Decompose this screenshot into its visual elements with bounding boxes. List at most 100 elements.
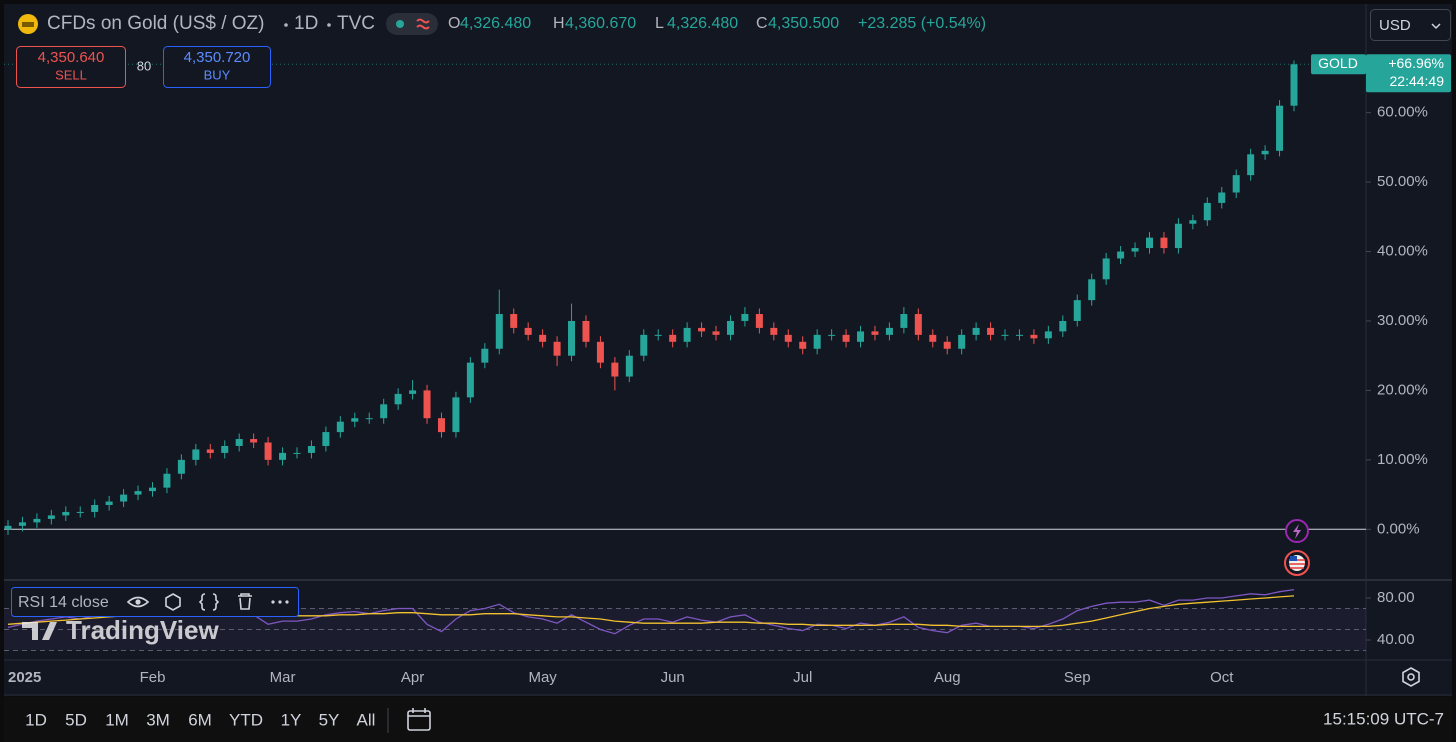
y-tick-label: 50.00% — [1377, 173, 1428, 190]
candle-body — [235, 439, 243, 446]
timeframe-button[interactable]: 1Y — [281, 710, 302, 729]
candle-body — [1290, 64, 1298, 106]
more-dot[interactable] — [271, 600, 275, 604]
candle-body — [1203, 202, 1211, 221]
candle-body — [452, 397, 460, 433]
indicator-title: RSI 14 close — [18, 594, 109, 611]
candle-body — [871, 331, 879, 335]
timeframe-button[interactable]: 1M — [105, 710, 129, 729]
ohlc-value: 4,326.480 — [667, 15, 738, 32]
status-pill[interactable] — [386, 13, 438, 35]
indicator-legend[interactable] — [11, 587, 299, 617]
x-tick-label: 2025 — [8, 669, 41, 686]
eye-icon[interactable] — [126, 596, 150, 608]
clock[interactable]: 15:15:09 UTC-7 — [1323, 709, 1444, 728]
candle-body — [437, 418, 445, 433]
sell-label: SELL — [55, 67, 87, 82]
candle-body — [755, 314, 763, 328]
candle-body — [1276, 105, 1284, 151]
separator-dot — [284, 23, 288, 27]
timeframe-button[interactable]: All — [357, 710, 376, 729]
candle-body — [698, 327, 706, 332]
candle-body — [1117, 251, 1125, 259]
candle-body — [900, 314, 908, 328]
candle-body — [1146, 237, 1154, 249]
delete-icon[interactable] — [238, 593, 252, 610]
y-tick-label: 40.00 — [1377, 631, 1415, 648]
interval[interactable]: 1D — [294, 13, 318, 34]
source-code-icon[interactable] — [198, 593, 220, 611]
more-dot[interactable] — [285, 600, 289, 604]
candle-body — [1015, 334, 1023, 336]
candle-body — [177, 459, 185, 474]
candle-body — [250, 439, 258, 443]
last-price-label: +66.96% — [1388, 55, 1444, 71]
currency-select[interactable] — [1370, 9, 1451, 41]
source: TVC — [337, 13, 375, 34]
candle-body — [148, 487, 156, 492]
change: +23.285 (+0.54%) — [858, 15, 986, 32]
ohlc-value: 4,326.480 — [460, 15, 531, 32]
axis-settings[interactable] — [1402, 667, 1420, 687]
timeframes: 1D 5D 1M 3M 6M YTD 1Y 5Y All — [25, 710, 375, 729]
candle-body — [885, 327, 893, 335]
ohlc-letter: O — [448, 15, 460, 32]
symbol-name[interactable]: CFDs on Gold (US$ / OZ) — [47, 13, 265, 34]
calendar-lines — [408, 708, 430, 717]
candle-body — [683, 327, 691, 342]
candle-body — [1174, 223, 1182, 249]
candle-body — [625, 355, 633, 377]
candle-body — [1247, 154, 1255, 176]
candle-body — [799, 341, 807, 349]
candle-body — [568, 320, 576, 356]
candle-body — [134, 491, 142, 495]
timeframe-button[interactable]: YTD — [229, 710, 263, 729]
bottom-toolbar — [4, 697, 1452, 742]
settings-icon[interactable] — [165, 593, 181, 611]
candle-body — [293, 452, 301, 454]
candle-body — [1030, 334, 1038, 339]
candle-body — [163, 473, 171, 488]
candle-body — [481, 348, 489, 363]
bolt — [1293, 524, 1301, 539]
buy-button[interactable] — [163, 46, 271, 88]
flag-canton — [1290, 556, 1297, 561]
candle-body — [712, 331, 720, 335]
candle-body — [351, 418, 359, 422]
candle-body — [4, 525, 12, 530]
candle-body — [987, 327, 995, 335]
y-tick-label: 10.00% — [1377, 451, 1428, 468]
goto-date-icon[interactable] — [407, 710, 431, 731]
ohlc-letter: C — [756, 15, 768, 32]
timeframe-button[interactable]: 6M — [188, 710, 212, 729]
x-tick-label: Jul — [793, 669, 812, 686]
last-price-tag — [1366, 54, 1451, 93]
candle-body — [972, 327, 980, 335]
candle-body — [857, 331, 865, 342]
candle-body — [1059, 320, 1067, 332]
ohlc-value: 4,360.670 — [565, 15, 636, 32]
symbol-tag-text: GOLD — [1318, 55, 1358, 71]
x-tick-label: Apr — [401, 669, 424, 686]
candle-body — [423, 390, 431, 419]
timeframe-button[interactable]: 5D — [65, 710, 87, 729]
candle-body — [770, 327, 778, 335]
candle-body — [279, 452, 287, 460]
candle-body — [76, 511, 84, 513]
candle-body — [91, 505, 99, 512]
ohlc-letter: L — [655, 15, 664, 32]
timeframe-button[interactable]: 1D — [25, 710, 47, 729]
candle-body — [1001, 334, 1009, 336]
y-tick-label: 20.00% — [1377, 381, 1428, 398]
more-dot[interactable] — [278, 600, 282, 604]
timeframe-button[interactable]: 3M — [146, 710, 170, 729]
candle-body — [1073, 300, 1081, 321]
candle-body — [596, 341, 604, 363]
candle-body — [221, 445, 229, 453]
axis-settings-hub — [1407, 673, 1415, 681]
candle-body — [539, 334, 547, 342]
timeframe-button[interactable]: 5Y — [319, 710, 340, 729]
sell-button[interactable] — [16, 46, 126, 88]
market-open-dot — [396, 20, 404, 28]
